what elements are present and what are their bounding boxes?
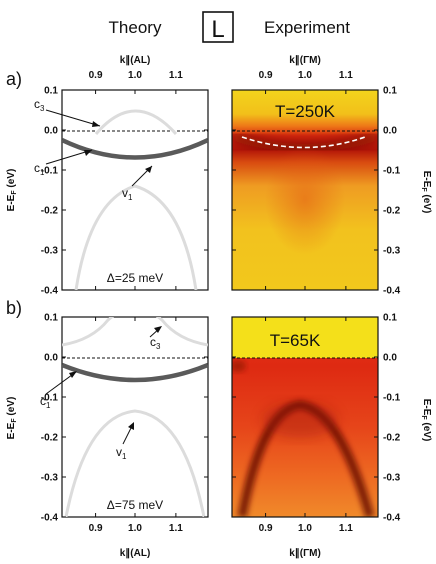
label-c1: c1	[34, 161, 45, 177]
arrow-head	[92, 121, 100, 127]
band-v1	[64, 409, 206, 517]
experiment-title: Experiment	[264, 18, 350, 37]
k-tick-label: 1.1	[339, 523, 353, 534]
theory-panel-bottom-frame	[61, 316, 209, 518]
e-tick-label: -0.1	[41, 166, 59, 177]
arpes-spot	[232, 360, 246, 372]
e-tick-label: -0.3	[41, 473, 59, 484]
delta-label-top: Δ=25 meV	[107, 271, 163, 285]
e-tick-label: -0.1	[383, 393, 401, 404]
arpes-haze	[265, 145, 345, 255]
e-tick-label: -0.2	[41, 206, 59, 217]
left-energy-axis-label-top: E-EF (eV)	[6, 169, 18, 212]
e-tick-label: -0.4	[383, 513, 401, 524]
k-tick-label: 1.0	[128, 70, 142, 81]
e-tick-label: -0.1	[383, 166, 401, 177]
label-c3: c3	[34, 97, 45, 113]
arrow-head	[128, 422, 134, 430]
k-tick-label: 1.1	[339, 70, 353, 81]
arrow-head	[145, 166, 152, 173]
k-tick-label: 0.9	[259, 70, 273, 81]
e-tick-label: -0.4	[383, 286, 401, 297]
band-c1	[62, 137, 208, 160]
k-tick-label: 0.9	[259, 523, 273, 534]
theory-panel-bottom	[61, 316, 209, 518]
k-tick-label: 1.0	[298, 523, 312, 534]
arrow-head	[84, 150, 92, 156]
left-energy-axis-label-bottom: E-EF (eV)	[6, 397, 18, 440]
e-tick-label: 0.0	[44, 353, 58, 364]
top-right-k-axis-label: k∥(ΓM)	[289, 55, 321, 66]
label-v1: v1	[116, 445, 127, 461]
k-tick-label: 1.1	[169, 70, 183, 81]
band-c3	[62, 317, 208, 347]
arpes-v1-glow	[262, 402, 338, 438]
panel-b-label: b)	[6, 298, 22, 318]
temperature-label-bottom: T=65K	[270, 331, 321, 350]
e-tick-label: -0.2	[41, 433, 59, 444]
k-tick-label: 1.1	[169, 523, 183, 534]
e-tick-label: -0.3	[41, 246, 59, 257]
e-tick-label: 0.1	[383, 86, 397, 97]
band-v1	[74, 184, 198, 290]
e-tick-label: 0.1	[44, 86, 58, 97]
arrow-c3	[45, 109, 101, 127]
label-c1: c1	[40, 394, 51, 410]
point-label-box	[202, 11, 234, 43]
arrow-c1	[45, 149, 93, 165]
bottom-left-k-axis-label: k∥(AL)	[120, 548, 151, 559]
axis-ticks: 0.9 1.0 1.1 0.1 0.0 -0.1 -0.2 -0.3 -0.4 0.9 1.0 1.1…	[41, 70, 401, 534]
band-annotations-top: c3 c1 v1 Δ=25 meV	[34, 97, 163, 285]
e-tick-label: -0.4	[41, 513, 59, 524]
e-tick-label: 0.0	[383, 126, 397, 137]
e-tick-label: -0.2	[383, 433, 401, 444]
top-left-k-axis-label: k∥(AL)	[120, 55, 151, 66]
e-tick-label: -0.3	[383, 473, 401, 484]
right-energy-axis-label-top: E-EF (eV)	[420, 171, 432, 214]
panel-a-label: a)	[6, 69, 22, 89]
k-tick-label: 1.0	[128, 523, 142, 534]
e-tick-label: -0.4	[41, 286, 59, 297]
label-v1: v1	[122, 186, 133, 202]
bottom-right-k-axis-label: k∥(ΓM)	[289, 548, 321, 559]
k-tick-label: 0.9	[89, 70, 103, 81]
experiment-panel-top: T=250K	[231, 89, 379, 291]
delta-label-bottom: Δ=75 meV	[107, 498, 163, 512]
e-tick-label: 0.0	[44, 126, 58, 137]
theory-title: Theory	[109, 18, 162, 37]
e-tick-label: -0.2	[383, 206, 401, 217]
band-annotations-bottom: c3 c1 v1 Δ=75 meV	[40, 326, 163, 512]
k-tick-label: 0.9	[89, 523, 103, 534]
temperature-label-top: T=250K	[275, 102, 336, 121]
e-tick-label: 0.1	[44, 313, 58, 324]
experiment-panel-bottom: T=65K	[231, 316, 379, 518]
e-tick-label: -0.1	[41, 393, 59, 404]
band-c3	[94, 109, 178, 135]
arpes-above-fermi	[232, 317, 378, 358]
theory-panel-top-frame	[61, 89, 209, 291]
theory-panel-top	[61, 89, 209, 291]
point-label: L	[211, 16, 224, 43]
e-tick-label: 0.0	[383, 353, 397, 364]
e-tick-label: -0.3	[383, 246, 401, 257]
label-c3: c3	[150, 335, 161, 351]
right-energy-axis-label-bottom: E-EF (eV)	[420, 399, 432, 442]
arrow-head	[154, 326, 162, 333]
k-tick-label: 1.0	[298, 70, 312, 81]
band-c1	[62, 362, 208, 383]
e-tick-label: 0.1	[383, 313, 397, 324]
arrow-head	[69, 371, 77, 378]
